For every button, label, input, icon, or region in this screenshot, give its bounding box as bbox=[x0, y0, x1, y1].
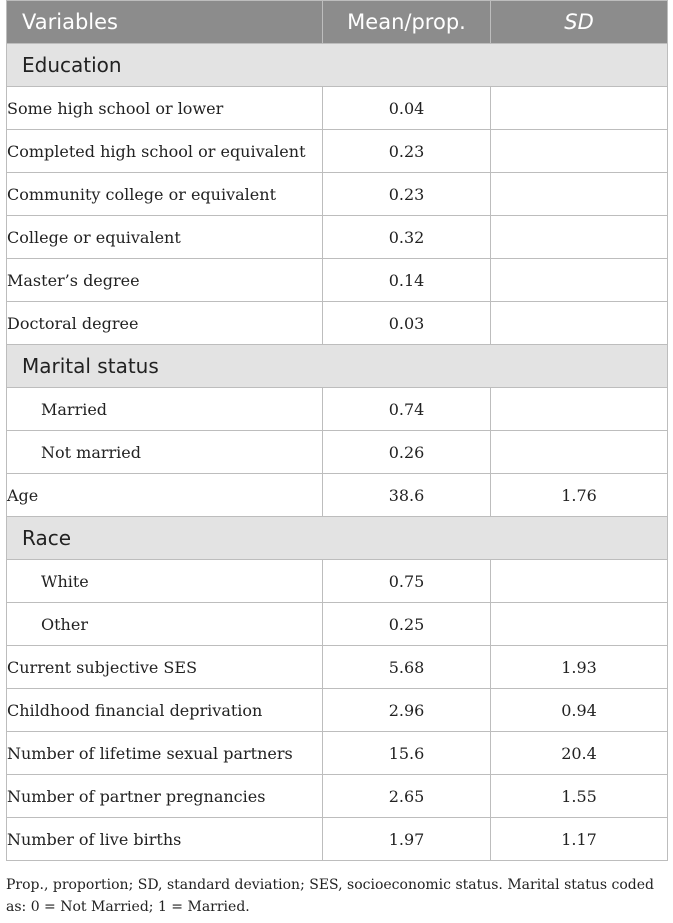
row-sd bbox=[490, 86, 668, 130]
row-label: White bbox=[6, 559, 323, 603]
row-mean: 1.97 bbox=[322, 817, 491, 861]
row-label: Master’s degree bbox=[6, 258, 323, 302]
row-label: Number of live births bbox=[6, 817, 323, 861]
row-label: Age bbox=[6, 473, 323, 517]
row-label: Other bbox=[6, 602, 323, 646]
row-mean: 2.96 bbox=[322, 688, 491, 732]
row-mean: 0.25 bbox=[322, 602, 491, 646]
row-sd: 1.93 bbox=[490, 645, 668, 689]
row-sd: 1.17 bbox=[490, 817, 668, 861]
row-mean: 0.03 bbox=[322, 301, 491, 345]
section-title: Marital status bbox=[6, 344, 668, 388]
section-education: Education bbox=[6, 43, 668, 87]
table-row: Community college or equivalent 0.23 bbox=[6, 172, 668, 216]
row-sd bbox=[490, 258, 668, 302]
descriptive-statistics-table: Variables Mean/prop. SD Education Some h… bbox=[6, 0, 668, 861]
header-variables: Variables bbox=[6, 0, 323, 44]
row-label: Childhood financial deprivation bbox=[6, 688, 323, 732]
row-mean: 0.23 bbox=[322, 172, 491, 216]
row-sd bbox=[490, 602, 668, 646]
table-row: Completed high school or equivalent 0.23 bbox=[6, 129, 668, 173]
row-label: Number of partner pregnancies bbox=[6, 774, 323, 818]
row-label: Some high school or lower bbox=[6, 86, 323, 130]
table-row: Doctoral degree 0.03 bbox=[6, 301, 668, 345]
row-mean: 0.26 bbox=[322, 430, 491, 474]
row-mean: 0.75 bbox=[322, 559, 491, 603]
row-sd: 0.94 bbox=[490, 688, 668, 732]
row-mean: 5.68 bbox=[322, 645, 491, 689]
row-label: Completed high school or equivalent bbox=[6, 129, 323, 173]
row-sd: 20.4 bbox=[490, 731, 668, 775]
row-mean: 0.32 bbox=[322, 215, 491, 259]
table-row: Number of live births 1.97 1.17 bbox=[6, 817, 668, 861]
table-row: Age 38.6 1.76 bbox=[6, 473, 668, 517]
row-label: College or equivalent bbox=[6, 215, 323, 259]
table-row: Childhood financial deprivation 2.96 0.9… bbox=[6, 688, 668, 732]
row-label: Current subjective SES bbox=[6, 645, 323, 689]
table-row: College or equivalent 0.32 bbox=[6, 215, 668, 259]
row-label: Not married bbox=[6, 430, 323, 474]
row-sd bbox=[490, 129, 668, 173]
row-label: Community college or equivalent bbox=[6, 172, 323, 216]
row-label: Doctoral degree bbox=[6, 301, 323, 345]
table-row: Some high school or lower 0.04 bbox=[6, 86, 668, 130]
table-header-row: Variables Mean/prop. SD bbox=[6, 0, 668, 44]
table-row: White 0.75 bbox=[6, 559, 668, 603]
table-row: Master’s degree 0.14 bbox=[6, 258, 668, 302]
row-label: Number of lifetime sexual partners bbox=[6, 731, 323, 775]
table-row: Number of lifetime sexual partners 15.6 … bbox=[6, 731, 668, 775]
row-sd bbox=[490, 559, 668, 603]
row-sd bbox=[490, 387, 668, 431]
row-mean: 15.6 bbox=[322, 731, 491, 775]
row-mean: 0.04 bbox=[322, 86, 491, 130]
table-footnote: Prop., proportion; SD, standard deviatio… bbox=[6, 877, 654, 915]
table-row: Number of partner pregnancies 2.65 1.55 bbox=[6, 774, 668, 818]
row-mean: 0.14 bbox=[322, 258, 491, 302]
row-mean: 38.6 bbox=[322, 473, 491, 517]
row-mean: 0.23 bbox=[322, 129, 491, 173]
descriptive-statistics-table-container: Variables Mean/prop. SD Education Some h… bbox=[6, 0, 668, 861]
row-label: Married bbox=[6, 387, 323, 431]
table-row: Married 0.74 bbox=[6, 387, 668, 431]
section-marital-status: Marital status bbox=[6, 344, 668, 388]
row-mean: 0.74 bbox=[322, 387, 491, 431]
row-sd: 1.55 bbox=[490, 774, 668, 818]
header-sd: SD bbox=[490, 0, 668, 44]
row-sd bbox=[490, 430, 668, 474]
row-mean: 2.65 bbox=[322, 774, 491, 818]
header-mean: Mean/prop. bbox=[322, 0, 491, 44]
row-sd bbox=[490, 301, 668, 345]
section-title: Race bbox=[6, 516, 668, 560]
table-row: Other 0.25 bbox=[6, 602, 668, 646]
table-row: Not married 0.26 bbox=[6, 430, 668, 474]
row-sd bbox=[490, 215, 668, 259]
section-race: Race bbox=[6, 516, 668, 560]
section-title: Education bbox=[6, 43, 668, 87]
row-sd bbox=[490, 172, 668, 216]
row-sd: 1.76 bbox=[490, 473, 668, 517]
table-row: Current subjective SES 5.68 1.93 bbox=[6, 645, 668, 689]
